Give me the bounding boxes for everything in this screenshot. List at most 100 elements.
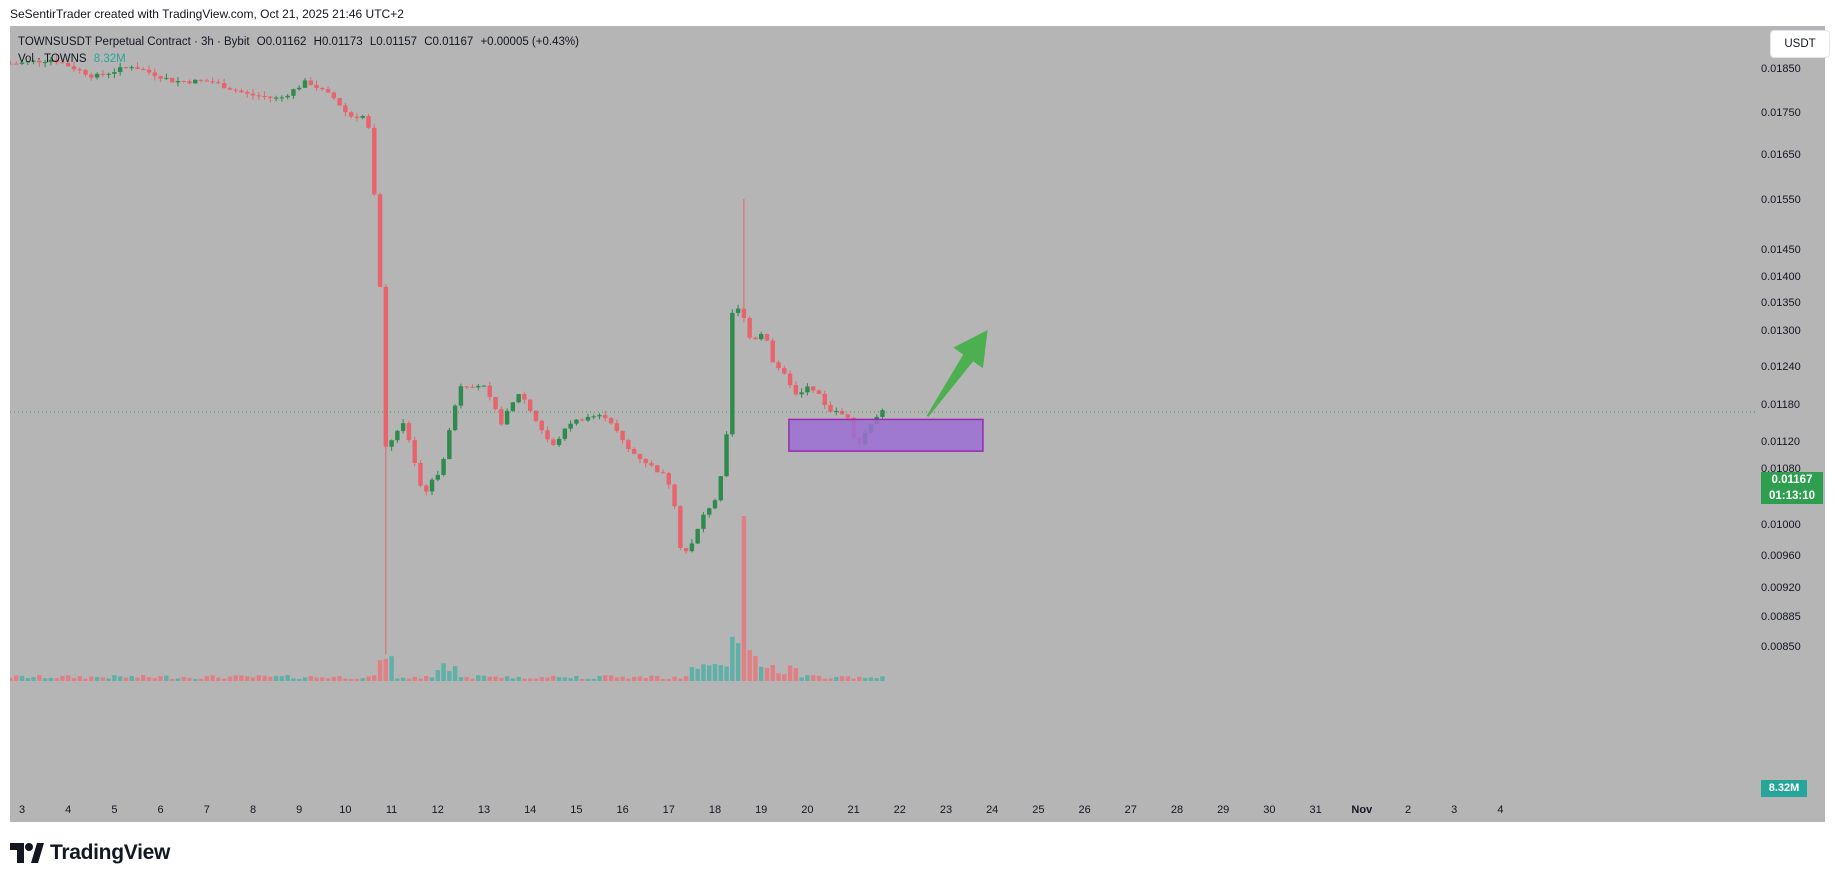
volume-bar: [880, 676, 885, 681]
candle-body: [320, 87, 325, 90]
candle-body: [262, 95, 267, 97]
candle-body: [603, 415, 608, 419]
candle-body: [614, 423, 620, 431]
price-tick-label: 0.01450: [1761, 244, 1801, 256]
candle-body: [106, 73, 111, 75]
volume-bar: [603, 675, 608, 681]
volume-bar: [10, 678, 13, 681]
volume-bar: [164, 675, 169, 681]
candle-body: [695, 528, 700, 544]
candle-body: [256, 95, 261, 97]
candle-body: [787, 373, 793, 386]
volume-bar: [42, 678, 48, 681]
volume-bar: [14, 675, 19, 681]
candle-body: [568, 423, 573, 429]
volume-bar: [135, 677, 140, 681]
volume-bar: [787, 665, 793, 681]
volume-bar: [735, 643, 741, 681]
date-tick-label: 10: [339, 804, 351, 816]
candle-body: [48, 59, 54, 63]
candle-body: [528, 399, 533, 411]
date-tick-label: 4: [1497, 804, 1503, 816]
volume-tag: 8.32M: [1761, 780, 1807, 797]
candle-body: [19, 62, 25, 64]
volume-bar: [239, 675, 244, 681]
candle-body: [799, 392, 804, 395]
time-axis[interactable]: 3 4 5 6 7 8 9 10 11 12 13 14 15 16 17 18 19 20 21 22 23 24 25 2…: [10, 796, 1755, 822]
last-price: 0.01167: [1771, 474, 1813, 486]
volume-bar: [764, 667, 770, 681]
volume-bar: [441, 663, 446, 681]
volume-bar: [245, 676, 250, 681]
tradingview-logo[interactable]: TradingView: [10, 840, 170, 866]
plot-area[interactable]: TOWNSUSDT Perpetual Contract · 3h · Bybi…: [10, 26, 1755, 822]
candle-body: [325, 89, 331, 93]
volume-bar: [227, 676, 233, 681]
candle-body: [487, 385, 492, 398]
volume-bar: [857, 676, 862, 681]
last-price-tag: 0.01167 01:13:10: [1761, 472, 1823, 504]
volume-bar: [366, 676, 371, 681]
ohlc-open: O0.01162: [256, 36, 307, 48]
candle-body: [504, 410, 510, 425]
candle-body: [597, 415, 602, 417]
volume-bar: [37, 675, 42, 681]
candle-body: [406, 423, 412, 441]
candle-body: [187, 81, 192, 84]
volume-bar: [285, 675, 290, 681]
volume-bar: [48, 677, 54, 681]
volume-bar: [418, 678, 423, 681]
candle-body: [366, 116, 371, 128]
volume-bar: [221, 678, 227, 681]
price-axis[interactable]: 0.01850 0.01750 0.01650 0.01550 0.01450 0.014…: [1755, 26, 1825, 822]
price-tick-label: 0.01350: [1761, 297, 1801, 309]
candle-body: [412, 440, 417, 463]
volume-bar: [314, 677, 319, 681]
ohlc-change: +0.00005 (+0.43%): [480, 36, 579, 48]
volume-bar: [175, 678, 181, 681]
date-tick-label: 4: [65, 804, 71, 816]
candle-body: [458, 386, 464, 406]
volume-bar: [77, 676, 82, 681]
price-tick-label: 0.00960: [1761, 550, 1801, 562]
price-tick-label: 0.01850: [1761, 63, 1801, 75]
price-tick-label: 0.00920: [1761, 582, 1801, 594]
volume-bar: [19, 675, 25, 681]
candle-body: [348, 112, 354, 117]
candlestick-chart[interactable]: [10, 26, 1755, 822]
volume-label[interactable]: Vol · TOWNS: [18, 53, 87, 65]
volume-bar: [822, 678, 827, 681]
candle-body: [337, 98, 342, 106]
candle-body: [77, 69, 82, 71]
price-tick-label: 0.00885: [1761, 611, 1801, 623]
volume-bar: [562, 677, 568, 681]
candle-body: [418, 462, 423, 486]
price-axis-labels: 0.01850 0.01750 0.01650 0.01550 0.01450 0.014…: [1761, 63, 1801, 653]
volume-bar: [839, 676, 845, 681]
volume-bar: [112, 675, 117, 681]
candle-body: [759, 334, 764, 340]
candle-body: [89, 74, 94, 78]
volume-bar: [279, 676, 285, 681]
volume-bar: [597, 675, 602, 681]
volume-bar: [528, 678, 533, 681]
currency-button[interactable]: USDT: [1770, 30, 1830, 58]
volume-bar: [747, 650, 752, 681]
candle-body: [689, 543, 695, 552]
chart-area[interactable]: TOWNSUSDT Perpetual Contract · 3h · Bybi…: [10, 26, 1830, 822]
volume-bar: [689, 667, 695, 681]
candle-body: [164, 77, 169, 79]
symbol-title[interactable]: TOWNSUSDT Perpetual Contract · 3h · Bybi…: [18, 36, 250, 48]
volume-bar: [181, 677, 186, 681]
candle-body: [476, 385, 481, 388]
candle-body: [724, 434, 729, 477]
volume-bar: [325, 678, 331, 681]
candle-body: [129, 67, 134, 69]
candle-body: [701, 514, 706, 529]
price-tick-label: 0.01180: [1761, 399, 1800, 411]
volume-bar: [626, 678, 631, 681]
volume-bar: [129, 676, 134, 681]
candle-body: [400, 423, 406, 431]
candle-body: [447, 430, 452, 460]
candle-body: [620, 430, 625, 441]
